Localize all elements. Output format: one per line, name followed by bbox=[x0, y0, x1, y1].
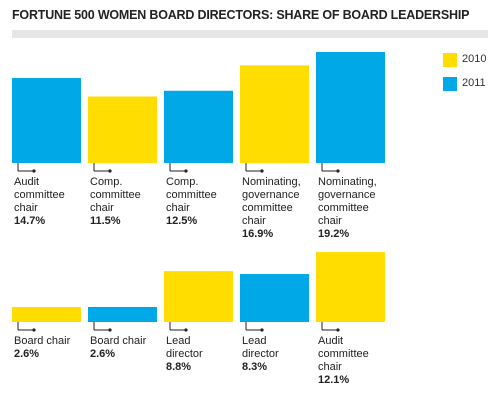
bar bbox=[240, 65, 309, 163]
connector-dot bbox=[108, 328, 112, 332]
category-label: Lead director bbox=[242, 335, 279, 360]
bar bbox=[164, 90, 233, 163]
category-label: Board chair bbox=[90, 335, 147, 347]
bar bbox=[316, 252, 385, 322]
bar-label: Nominating, governance committee chair 19… bbox=[318, 176, 380, 241]
bar bbox=[316, 52, 385, 163]
value-label: 11.5% bbox=[90, 215, 121, 227]
bar bbox=[12, 78, 81, 163]
value-label: 8.3% bbox=[242, 361, 268, 373]
legend-swatch bbox=[443, 77, 457, 91]
bar-label: Nominating, governance committee chair 16… bbox=[242, 176, 304, 241]
connector-dot bbox=[32, 328, 36, 332]
value-label: 12.1% bbox=[318, 374, 350, 386]
connector-dot bbox=[108, 169, 112, 173]
connector-dot bbox=[184, 328, 188, 332]
legend-label: 2010 bbox=[462, 53, 487, 65]
value-label: 16.9% bbox=[242, 228, 274, 240]
category-label: Comp. committee chair bbox=[90, 176, 141, 214]
connector-dot bbox=[336, 169, 340, 173]
connector-dot bbox=[336, 328, 340, 332]
category-label: Nominating, governance committee chair bbox=[318, 176, 377, 227]
value-label: 8.8% bbox=[166, 361, 192, 373]
category-label: Nominating, governance committee chair bbox=[242, 176, 301, 227]
bar bbox=[12, 306, 81, 322]
bar-label: Lead director 8.8% bbox=[166, 335, 228, 374]
value-label: 12.5% bbox=[166, 215, 198, 227]
bar bbox=[88, 96, 157, 163]
value-label: 19.2% bbox=[318, 228, 350, 240]
connector-dot bbox=[260, 169, 264, 173]
category-label: Audit committee chair bbox=[14, 176, 65, 214]
bar bbox=[240, 274, 309, 322]
bar-label: Audit committee chair 14.7% bbox=[14, 176, 76, 228]
bar-label: Comp. committee chair 11.5% bbox=[90, 176, 152, 228]
category-label: Comp. committee chair bbox=[166, 176, 217, 214]
connector-dot bbox=[184, 169, 188, 173]
connector-dot bbox=[32, 169, 36, 173]
bar-label: Comp. committee chair 12.5% bbox=[166, 176, 228, 228]
category-label: Lead director bbox=[166, 335, 203, 360]
chart-title: FORTUNE 500 WOMEN BOARD DIRECTORS: SHARE… bbox=[12, 8, 470, 22]
bar-label: Board chair 2.6% bbox=[14, 335, 76, 361]
connector-dot bbox=[260, 328, 264, 332]
category-label: Board chair bbox=[14, 335, 71, 347]
title-rule bbox=[12, 30, 488, 38]
value-label: 2.6% bbox=[90, 348, 116, 360]
category-label: Audit committee chair bbox=[318, 335, 369, 373]
legend-swatch bbox=[443, 53, 457, 67]
legend-label: 2011 bbox=[462, 77, 486, 89]
bar bbox=[164, 271, 233, 322]
value-label: 14.7% bbox=[14, 215, 46, 227]
bar-label: Audit committee chair 12.1% bbox=[318, 335, 380, 387]
bar bbox=[88, 306, 157, 322]
value-label: 2.6% bbox=[14, 348, 40, 360]
bar-label: Lead director 8.3% bbox=[242, 335, 304, 374]
bar-label: Board chair 2.6% bbox=[90, 335, 152, 361]
